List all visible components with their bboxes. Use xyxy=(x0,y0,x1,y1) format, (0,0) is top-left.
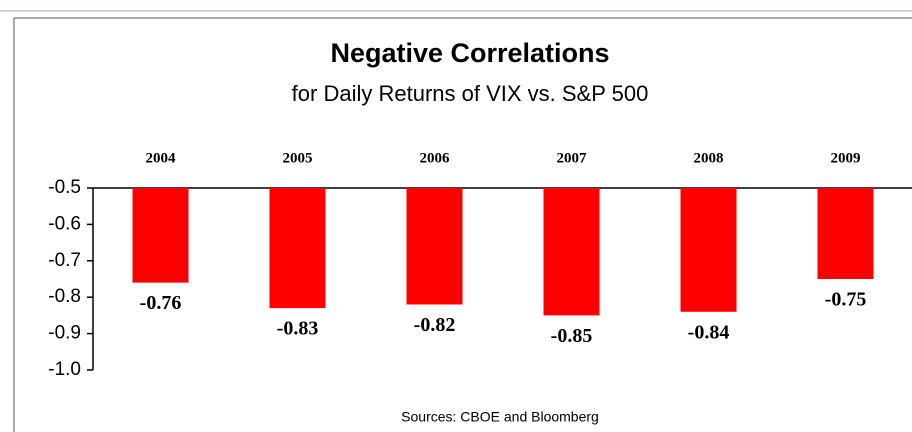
bar xyxy=(543,188,600,316)
bar xyxy=(269,188,326,309)
source-note: Sources: CBOE and Bloomberg xyxy=(401,409,599,425)
bar xyxy=(680,188,737,312)
y-tick-label: -0.6 xyxy=(48,213,81,234)
x-tick-label: 2007 xyxy=(557,150,588,166)
y-tick-label: -0.7 xyxy=(48,250,81,271)
x-tick-label: 2004 xyxy=(146,150,177,166)
value-label: -0.82 xyxy=(414,314,456,336)
y-tick-label: -1.0 xyxy=(48,359,81,380)
bar xyxy=(817,188,874,279)
bar xyxy=(132,188,189,283)
y-tick-label: -0.8 xyxy=(48,286,81,307)
bar xyxy=(406,188,463,305)
value-label: -0.75 xyxy=(825,289,867,311)
x-tick-label: 2008 xyxy=(694,150,724,166)
x-tick-label: 2005 xyxy=(283,150,313,166)
chart-title: Negative Correlations xyxy=(330,38,609,68)
value-label: -0.83 xyxy=(277,318,319,340)
x-tick-label: 2009 xyxy=(831,150,861,166)
x-tick-label: 2006 xyxy=(420,150,451,166)
value-label: -0.84 xyxy=(688,321,730,343)
y-tick-label: -0.5 xyxy=(48,177,81,198)
value-label: -0.76 xyxy=(140,292,182,314)
y-tick-label: -0.9 xyxy=(48,323,81,344)
chart-subtitle: for Daily Returns of VIX vs. S&P 500 xyxy=(292,81,649,106)
value-label: -0.85 xyxy=(551,325,593,347)
